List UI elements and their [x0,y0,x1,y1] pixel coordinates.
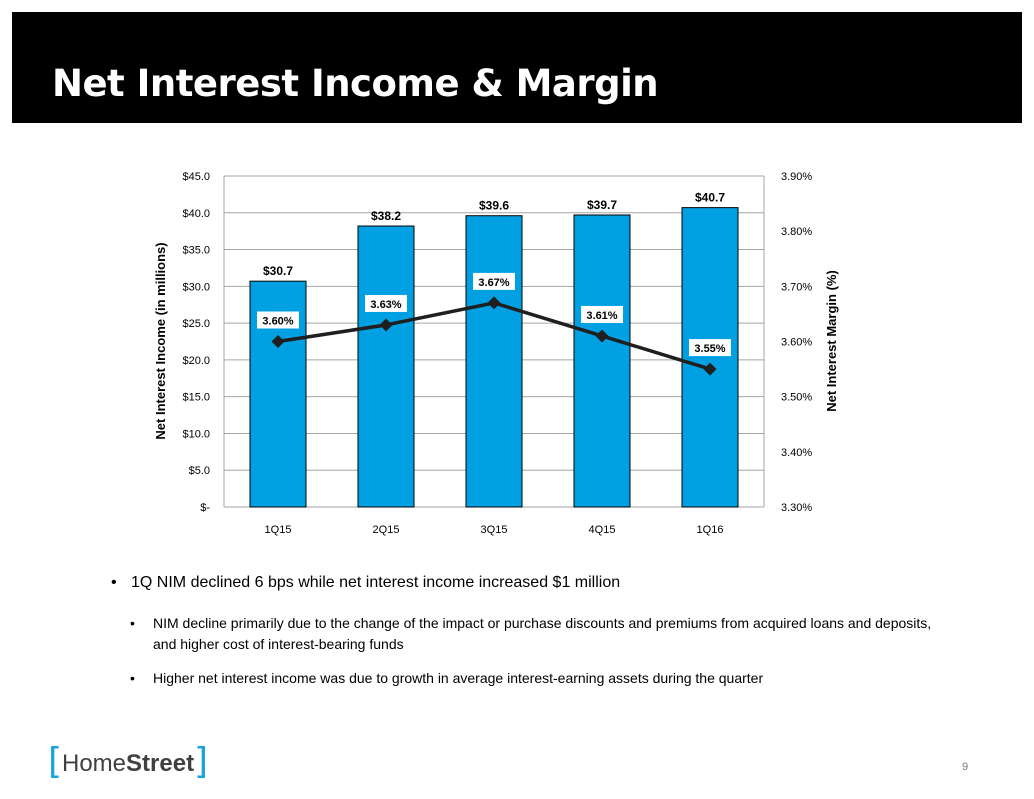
y-tick-label: $35.0 [182,245,210,257]
y-tick-label: $30.0 [182,281,210,293]
y-axis-title: Net Interest Income (in millions) [153,242,168,439]
y2-tick-label: 3.90% [781,171,812,183]
x-tick-label: 2Q15 [373,524,400,536]
bar-value-label: $30.7 [263,264,293,278]
x-tick-label: 1Q16 [697,524,724,536]
page-number: 9 [962,761,969,773]
x-tick-label: 3Q15 [481,524,508,536]
title-bar [12,12,1022,123]
logo-bracket-right: ] [194,741,209,782]
line-value-label: 3.55% [694,343,725,355]
y2-tick-label: 3.60% [781,337,812,349]
line-value-label: 3.60% [262,316,293,328]
logo-name: HomeStreet [62,751,194,777]
y-tick-label: $20.0 [182,355,210,367]
bar-value-label: $40.7 [695,191,725,205]
line-point [703,362,717,376]
bar [465,215,523,508]
y-tick-label: $10.0 [182,428,210,440]
y2-tick-label: 3.70% [781,281,812,293]
y2-axis-title: Net Interest Margin (%) [824,270,839,412]
y-tick-label: $5.0 [189,465,210,477]
bullet-marker: • [130,670,135,686]
line-label-bg [365,294,407,312]
bar-value-label: $39.7 [587,198,617,212]
line-point [595,329,609,343]
x-tick-label: 4Q15 [589,524,616,536]
line-value-label: 3.63% [370,299,401,311]
bar [573,214,631,508]
sub-bullet-2-text: Higher net interest income was due to gr… [153,670,764,686]
combo-chart: $- $5.0 $10.0 $15.0 $20.0 $25.0 $30.0 $35.0 $40.… [153,171,839,536]
line-label-bg [581,305,623,323]
bar [357,225,415,508]
line-label-bg [257,311,299,329]
y-tick-label: $- [200,502,210,514]
bullet-main-text: 1Q NIM declined 6 bps while net interest… [131,574,621,591]
bar [681,207,739,508]
line-value-label: 3.67% [478,277,509,289]
y2-tick-label: 3.30% [781,502,812,514]
line-point [271,335,285,348]
logo-name-home: Home [62,750,127,777]
y-tick-label: $25.0 [182,318,210,330]
y2-tick-label: 3.80% [781,226,812,238]
homestreet-logo: [ HomeStreet ] [48,741,210,782]
logo-name-street: Street [126,750,195,777]
bar-value-label: $38.2 [371,209,401,223]
line-point [379,318,393,332]
line-point [487,296,501,310]
y-tick-label: $40.0 [182,208,210,220]
y2-tick-label: 3.50% [781,392,812,404]
bullet-marker: • [111,574,117,591]
line-label-bg [689,339,731,357]
x-tick-label: 1Q15 [265,524,292,536]
bar-value-label: $39.6 [479,199,509,213]
logo-bracket-left: [ [48,741,63,782]
line-value-label: 3.61% [586,310,617,322]
y-tick-label: $15.0 [182,392,210,404]
bullet-marker: • [130,615,135,631]
y2-tick-label: 3.40% [781,447,812,459]
slide-title: Net Interest Income & Margin [52,62,659,105]
line-label-bg [473,272,515,290]
sub-bullet-1-text: NIM decline primarily due to the change … [153,615,932,652]
y-tick-label: $45.0 [182,171,210,183]
